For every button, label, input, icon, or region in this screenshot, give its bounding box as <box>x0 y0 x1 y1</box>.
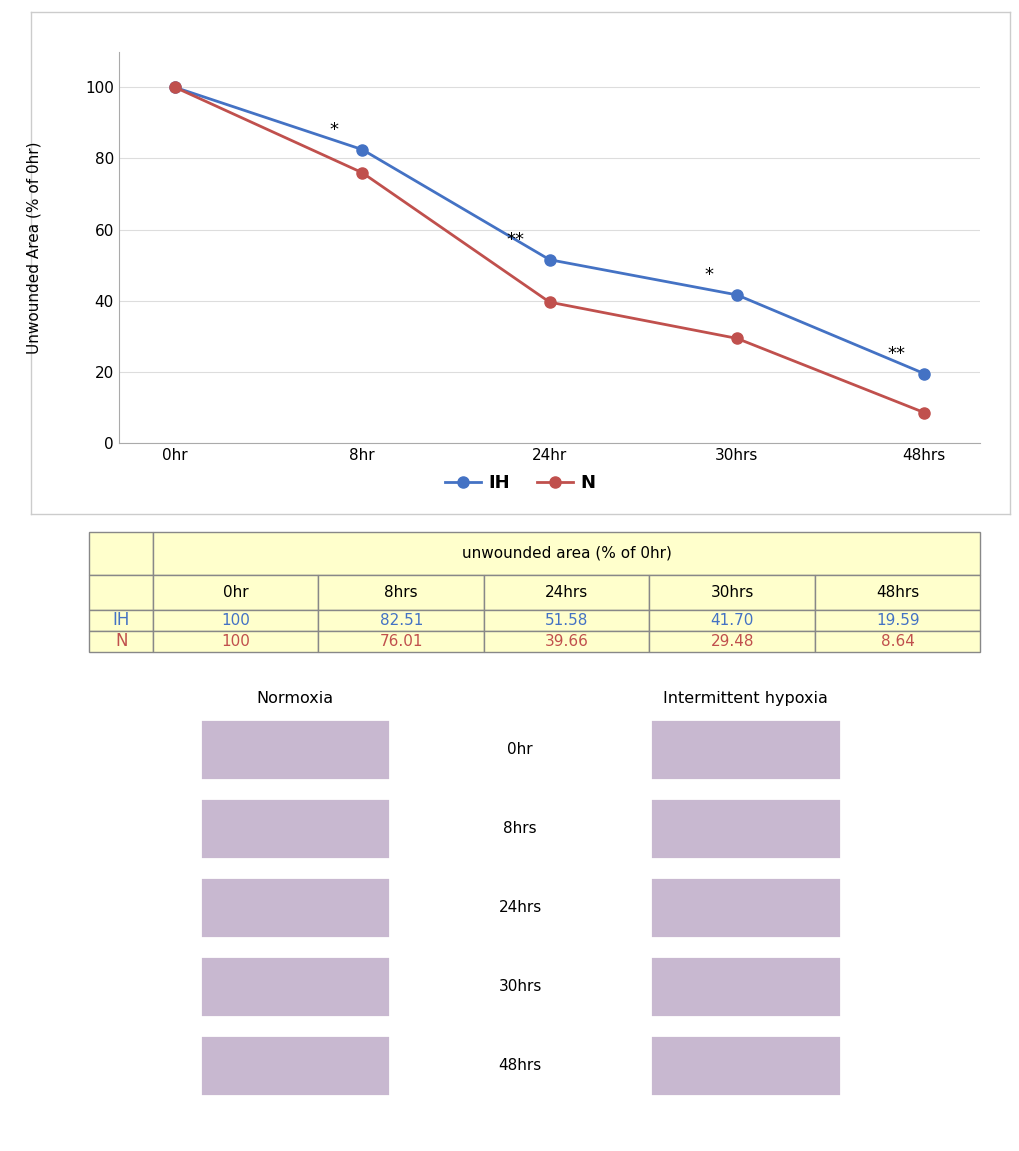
Bar <box>153 631 318 651</box>
Text: 30hrs: 30hrs <box>498 980 541 994</box>
Bar <box>153 610 318 631</box>
Text: 0hr: 0hr <box>506 742 533 757</box>
Bar <box>814 610 979 631</box>
Bar <box>90 610 153 631</box>
Text: 0hr: 0hr <box>223 585 249 600</box>
Text: 48hrs: 48hrs <box>875 585 918 600</box>
Text: 19.59: 19.59 <box>875 612 918 628</box>
Text: 39.66: 39.66 <box>544 634 588 649</box>
Text: 24hrs: 24hrs <box>544 585 588 600</box>
Bar <box>200 1035 390 1096</box>
Text: 82.51: 82.51 <box>379 612 423 628</box>
Bar <box>318 631 483 651</box>
Legend: IH, N: IH, N <box>437 467 602 500</box>
Bar <box>649 877 840 938</box>
Bar <box>153 576 318 610</box>
Text: 29.48: 29.48 <box>710 634 753 649</box>
Bar <box>200 956 390 1017</box>
Bar <box>649 956 840 1017</box>
Text: 8.64: 8.64 <box>879 634 914 649</box>
Bar <box>200 877 390 938</box>
Text: 24hrs: 24hrs <box>498 900 541 915</box>
Text: unwounded area (% of 0hr): unwounded area (% of 0hr) <box>462 546 671 561</box>
Text: Intermittent hypoxia: Intermittent hypoxia <box>662 692 827 707</box>
Text: 8hrs: 8hrs <box>503 822 536 837</box>
Text: 100: 100 <box>221 612 250 628</box>
Bar <box>649 1035 840 1096</box>
Bar <box>90 532 153 576</box>
Text: 8hrs: 8hrs <box>384 585 418 600</box>
Text: 51.58: 51.58 <box>544 612 588 628</box>
Text: 30hrs: 30hrs <box>710 585 753 600</box>
Bar <box>649 799 840 860</box>
Bar <box>814 576 979 610</box>
Bar <box>90 631 153 651</box>
Bar <box>318 610 483 631</box>
Text: 76.01: 76.01 <box>379 634 423 649</box>
Bar <box>483 631 649 651</box>
Bar <box>814 631 979 651</box>
Bar <box>90 576 153 610</box>
Text: IH: IH <box>112 611 129 630</box>
Text: 48hrs: 48hrs <box>498 1058 541 1073</box>
Text: Normoxia: Normoxia <box>256 692 333 707</box>
Bar <box>649 610 814 631</box>
Bar <box>483 576 649 610</box>
Bar <box>483 610 649 631</box>
Text: 100: 100 <box>221 634 250 649</box>
Bar <box>200 719 390 780</box>
Bar <box>649 719 840 780</box>
Bar <box>318 576 483 610</box>
Text: 41.70: 41.70 <box>710 612 753 628</box>
Bar <box>153 532 979 576</box>
Bar <box>649 576 814 610</box>
Bar <box>200 799 390 860</box>
Text: N: N <box>115 632 127 650</box>
Bar <box>649 631 814 651</box>
